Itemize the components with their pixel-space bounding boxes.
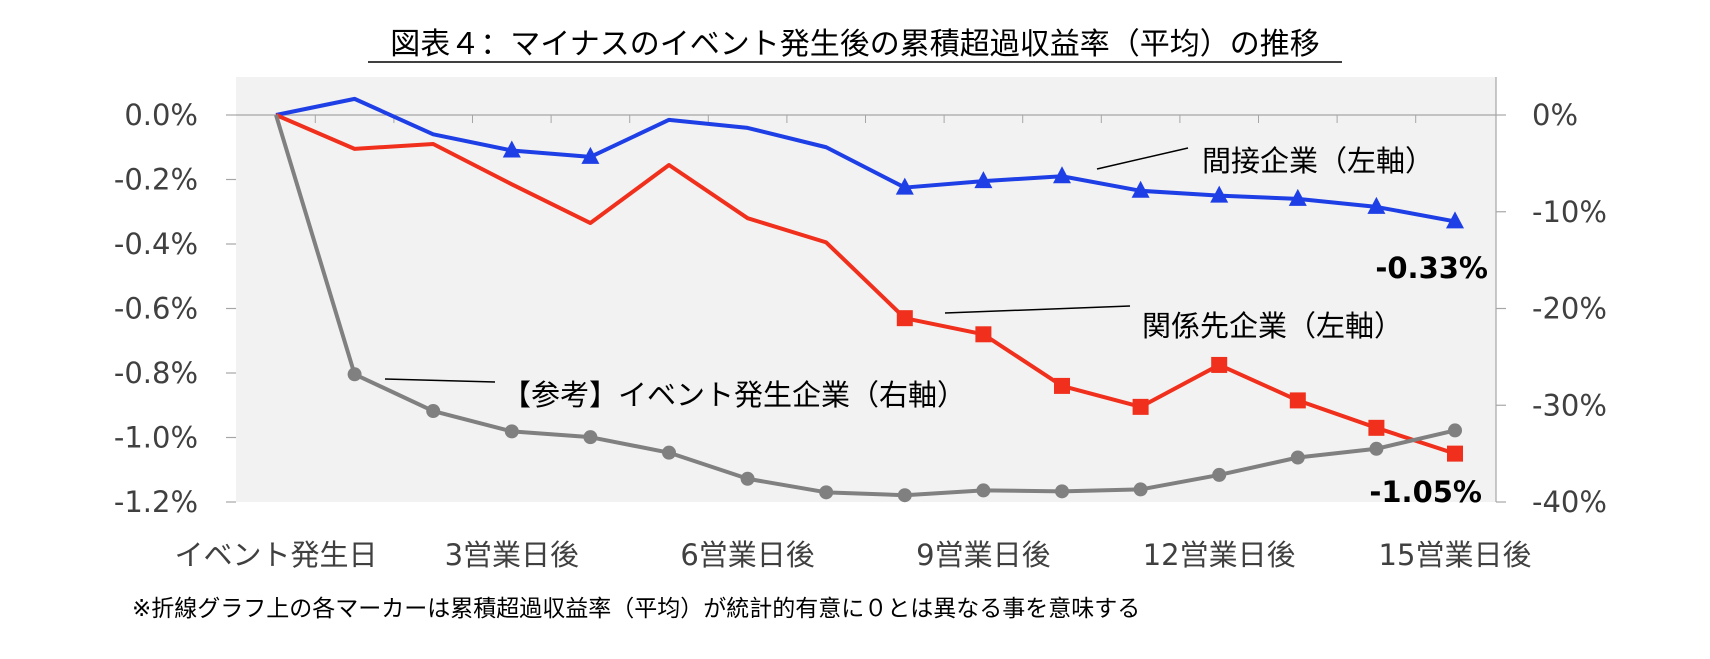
data-point-triangle: [1131, 180, 1150, 198]
series-1: [275, 113, 1463, 462]
footnote: ※折線グラフ上の各マーカーは累積超過収益率（平均）が統計的有意に０とは異なる事を…: [132, 596, 1140, 622]
data-point-circle: [819, 485, 834, 500]
data-point-circle: [976, 483, 991, 498]
data-point-triangle: [895, 177, 914, 195]
left-tick-label: -0.2%: [114, 163, 198, 197]
series-0: [275, 96, 1464, 229]
series-labels: 間接企業（左軸） 関係先企業（左軸） 【参考】イベント発生企業（右軸） -0.3…: [384, 144, 1488, 509]
leader-line-indirect: [1096, 147, 1189, 170]
data-point-triangle: [974, 171, 993, 189]
data-point-circle: [347, 367, 362, 382]
series-2: [274, 114, 1462, 503]
right-tick-label: -30%: [1532, 388, 1607, 422]
left-tick-label: -1.2%: [114, 485, 198, 519]
plot-area: [236, 77, 1496, 502]
data-point-circle: [426, 404, 441, 419]
left-tick-label: -1.0%: [114, 421, 198, 455]
data-point-square: [896, 310, 913, 327]
data-point-circle: [1290, 450, 1305, 465]
end-label-indirect: -0.33%: [1375, 251, 1488, 285]
leader-line-related: [944, 305, 1131, 314]
data-point-square: [1447, 445, 1463, 462]
series-line: [274, 114, 1456, 498]
x-tick-label: 12営業日後: [1143, 538, 1296, 572]
x-tick-label: 9営業日後: [916, 538, 1050, 572]
data-point-square: [1054, 377, 1070, 394]
data-point-triangle: [1053, 166, 1071, 184]
left-tick-label: -0.6%: [114, 292, 198, 326]
series-label-indirect: 間接企業（左軸）: [1202, 144, 1434, 178]
data-point-triangle: [1288, 188, 1307, 206]
right-tick-label: 0%: [1532, 98, 1578, 132]
series-label-event: 【参考】イベント発生企業（右軸）: [502, 378, 966, 412]
data-point-triangle: [1446, 211, 1464, 229]
left-tick-label: -0.8%: [114, 356, 198, 390]
series-label-related: 関係先企業（左軸）: [1142, 309, 1403, 343]
x-tick-label: 3営業日後: [445, 538, 579, 572]
data-point-triangle: [1210, 185, 1229, 203]
left-tick-label: 0.0%: [124, 98, 198, 132]
series-line: [275, 96, 1456, 224]
right-tick-label: -40%: [1532, 485, 1607, 519]
data-point-square: [1289, 392, 1306, 409]
x-tick-label: イベント発生日: [174, 538, 377, 572]
data-point-circle: [1133, 482, 1148, 497]
series-line: [275, 113, 1456, 456]
x-tick-label: 15営業日後: [1379, 538, 1532, 572]
data-point-triangle: [502, 140, 521, 158]
data-point-triangle: [1367, 196, 1386, 214]
data-point-circle: [1448, 423, 1462, 438]
axes: 0.0% -0.2% -0.4% -0.6% -0.8% -1.0% -1.2% 0% -10%…: [114, 77, 1607, 572]
data-point-circle: [1212, 467, 1227, 482]
right-tick-label: -10%: [1532, 195, 1607, 229]
end-label-related: -1.05%: [1369, 475, 1482, 509]
data-point-square: [1132, 398, 1149, 415]
leader-line-event: [384, 378, 496, 383]
data-point-circle: [897, 488, 912, 503]
data-point-circle: [1055, 484, 1069, 499]
data-point-circle: [740, 471, 755, 486]
chart-title: 図表４：マイナスのイベント発生後の累積超過収益率（平均）の推移: [390, 27, 1319, 62]
data-point-circle: [583, 430, 598, 445]
data-point-circle: [662, 445, 676, 460]
right-tick-label: -20%: [1532, 292, 1607, 326]
data-point-triangle: [581, 146, 600, 164]
data-point-square: [1368, 419, 1385, 436]
data-point-square: [975, 326, 992, 343]
series-layer: [274, 96, 1464, 503]
left-tick-label: -0.4%: [114, 227, 198, 261]
data-point-circle: [1369, 441, 1384, 456]
x-tick-label: 6営業日後: [680, 538, 814, 572]
data-point-square: [1211, 356, 1228, 373]
data-point-circle: [504, 424, 519, 439]
